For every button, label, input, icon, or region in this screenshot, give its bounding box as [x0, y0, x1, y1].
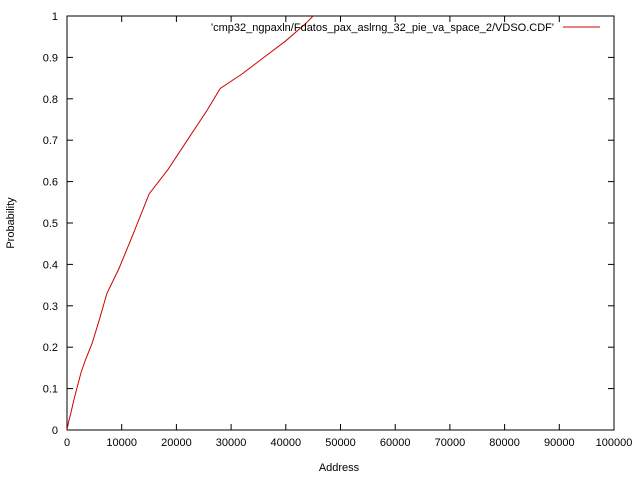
series-line	[66, 15, 314, 431]
legend-label: 'cmp32_ngpaxln/Fdatos_pax_aslrng_32_pie_…	[211, 22, 554, 34]
y-tick-label: 0.1	[43, 384, 58, 396]
x-tick-label: 0	[64, 437, 70, 449]
x-tick-label: 40000	[271, 437, 302, 449]
y-tick-label: 0.2	[43, 342, 58, 354]
y-tick-label: 0.8	[43, 94, 58, 106]
x-axis-label: Address	[319, 462, 360, 474]
legend: 'cmp32_ngpaxln/Fdatos_pax_aslrng_32_pie_…	[211, 22, 600, 34]
x-tick-label: 60000	[380, 437, 411, 449]
series-layer	[66, 15, 314, 431]
y-tick-label: 0.3	[43, 301, 58, 313]
x-tick-label: 50000	[325, 437, 356, 449]
plot-frame	[66, 15, 615, 431]
x-tick-label: 10000	[106, 437, 137, 449]
x-tick-label: 90000	[544, 437, 575, 449]
y-tick-label: 1	[52, 11, 58, 23]
x-tick-label: 70000	[435, 437, 466, 449]
y-tick-label: 0.7	[43, 135, 58, 147]
y-tick-label: 0	[52, 425, 58, 437]
y-tick-label: 0.5	[43, 218, 58, 230]
y-tick-label: 0.4	[43, 259, 58, 271]
y-axis-ticks: 0 0.1 0.2 0.3 0.4 0.5 0.6 0.7 0.8 0.9 1	[43, 11, 614, 437]
y-tick-label: 0.9	[43, 52, 58, 64]
plot-area-border	[66, 15, 615, 431]
x-tick-label: 100000	[596, 437, 633, 449]
x-axis-ticks: 0 10000 20000 30000 40000 50000 60000 70000 8000…	[64, 16, 632, 449]
x-tick-label: 80000	[489, 437, 520, 449]
y-tick-label: 0.6	[43, 177, 58, 189]
y-axis-label: Probability	[5, 197, 17, 249]
x-tick-label: 30000	[216, 437, 247, 449]
x-tick-label: 20000	[161, 437, 192, 449]
